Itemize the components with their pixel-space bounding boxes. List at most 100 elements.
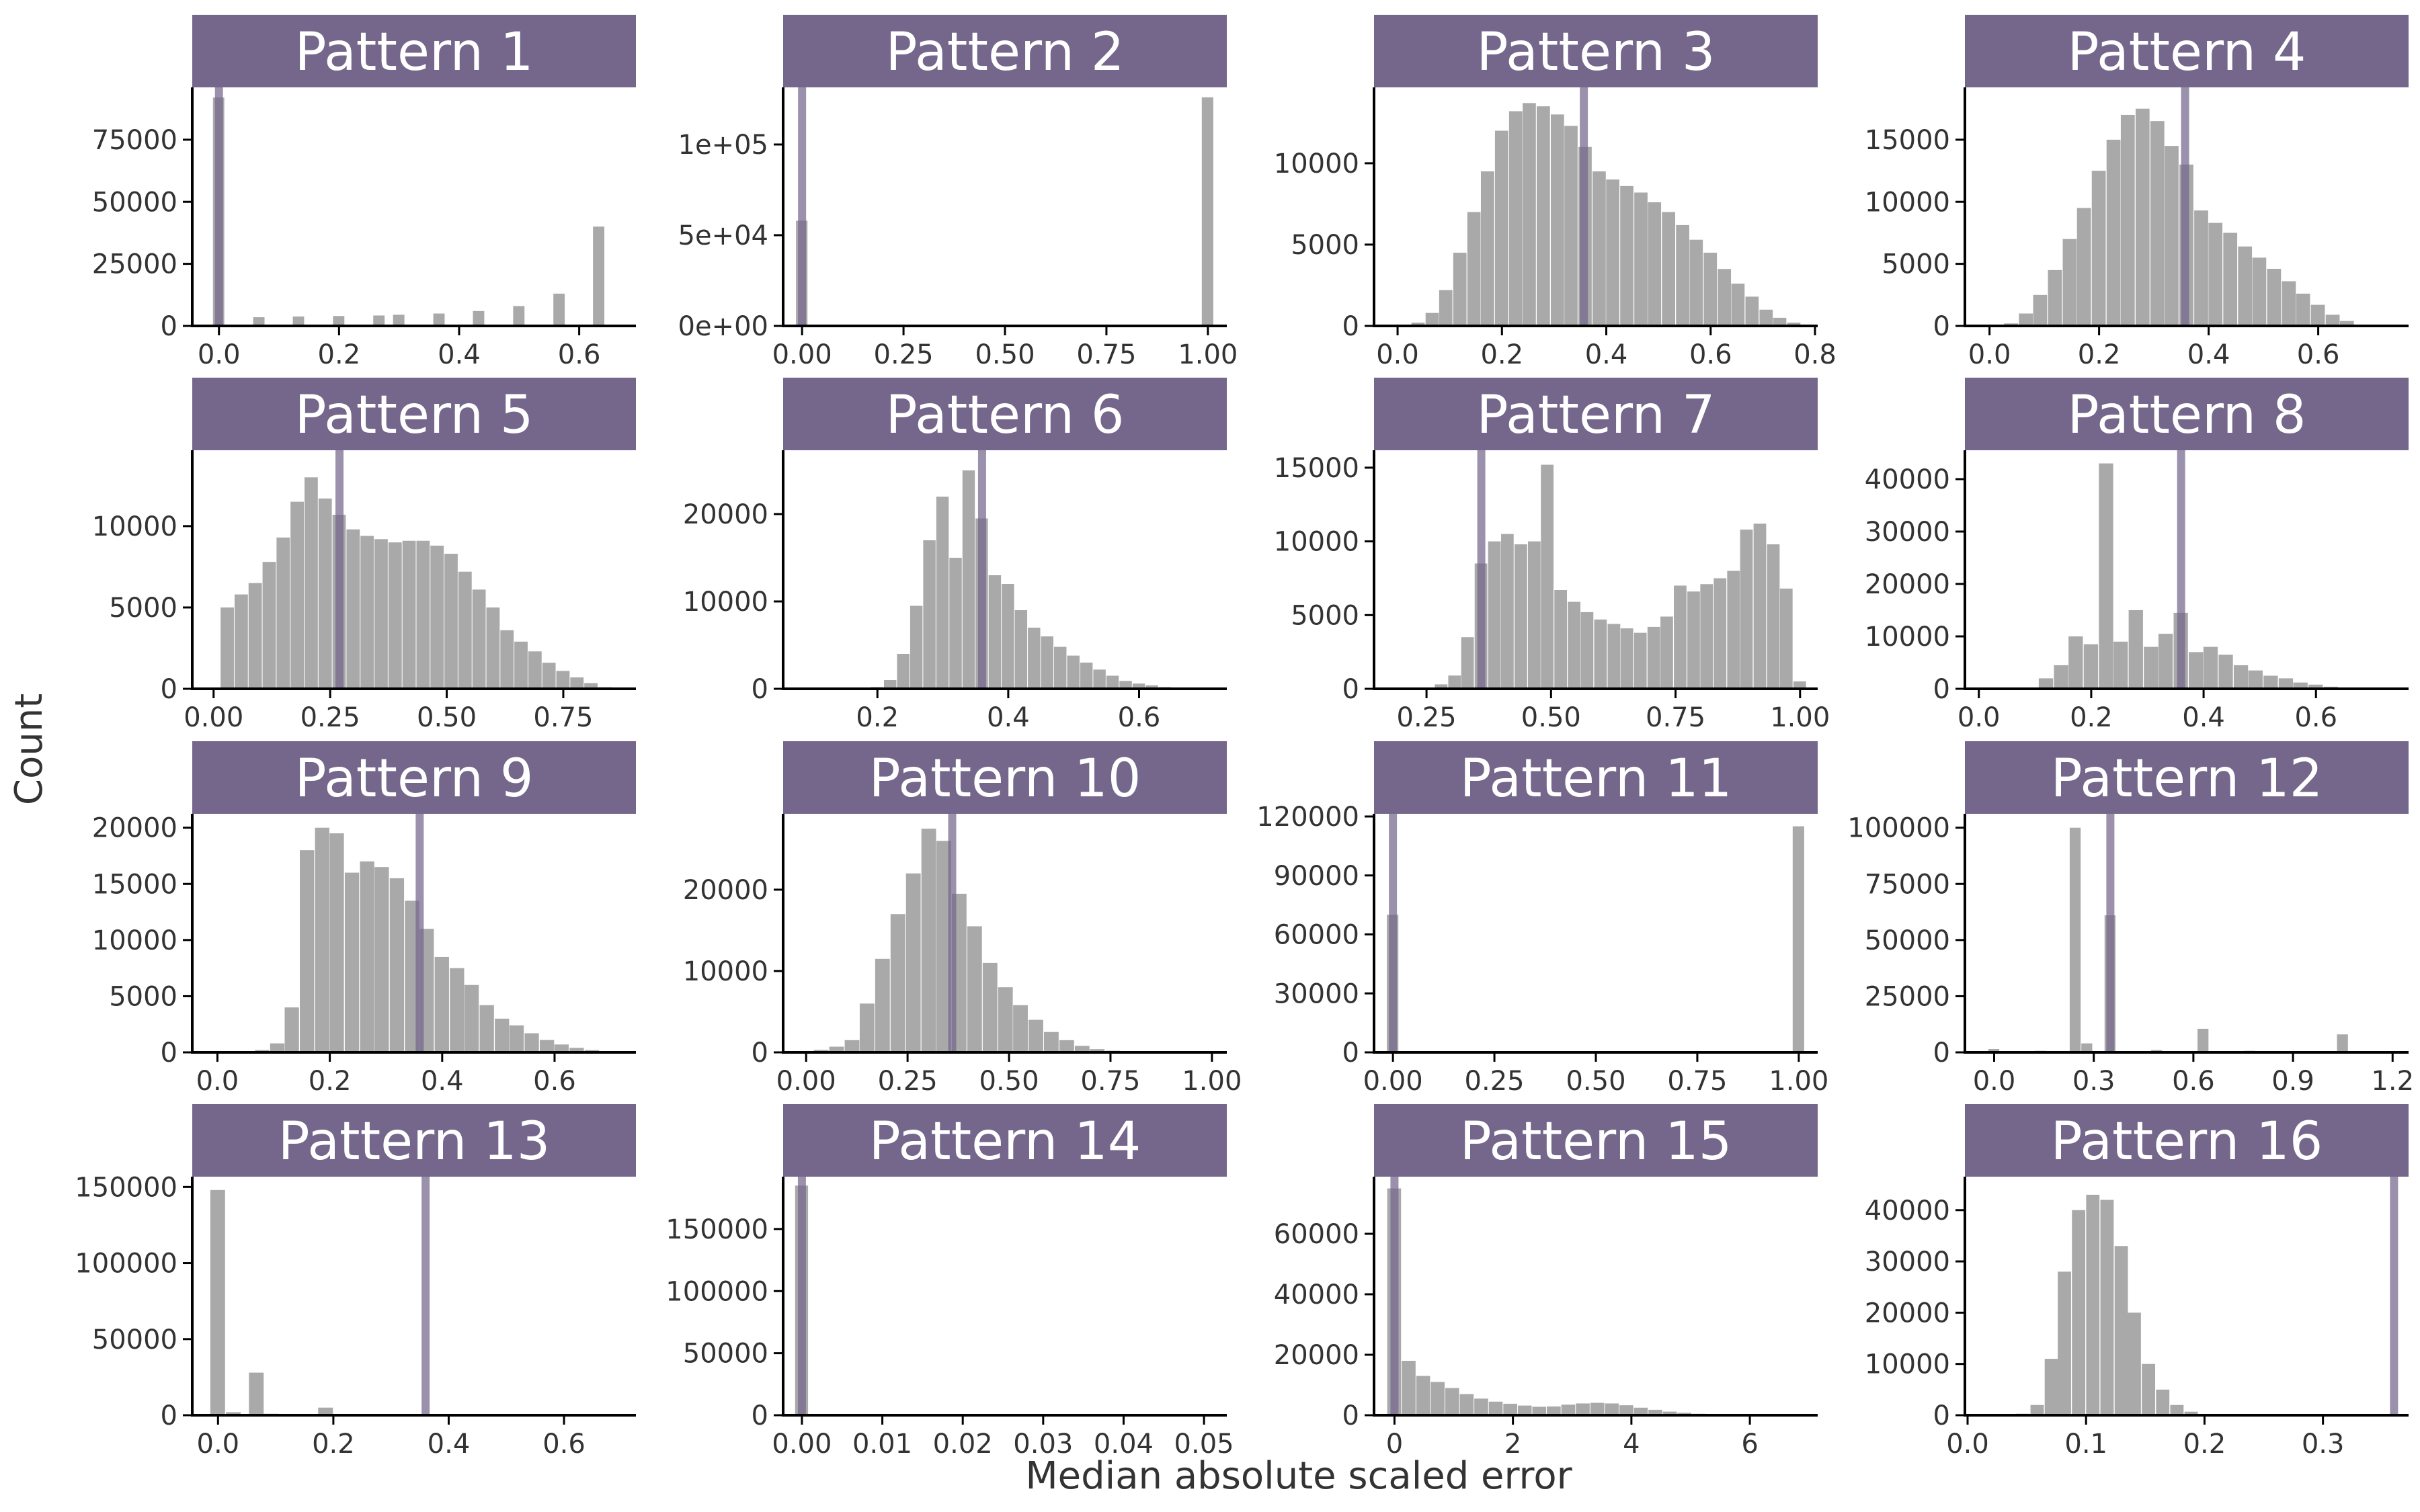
- histogram-bar: [2081, 1043, 2093, 1052]
- y-tick-label: 0: [1342, 674, 1359, 705]
- y-tick-label: 0: [161, 311, 177, 342]
- panel-title: Pattern 6: [885, 385, 1124, 446]
- panel-strip: [1374, 741, 1818, 814]
- y-tick-label: 5000: [1882, 249, 1950, 280]
- histogram-bar: [2296, 293, 2310, 326]
- histogram-bar: [1648, 202, 1662, 326]
- histogram-bar: [2233, 665, 2249, 689]
- histogram-bar: [1634, 192, 1648, 326]
- histogram-bar: [344, 872, 360, 1052]
- histogram-bar: [253, 317, 265, 326]
- histogram-bar: [1576, 1403, 1590, 1415]
- x-tick-label: 0.2: [1480, 339, 1523, 370]
- x-tick-label: 0.0: [1958, 702, 2001, 733]
- histogram-bar: [1745, 296, 1759, 326]
- y-tick-label: 15000: [1274, 453, 1359, 484]
- panel-pattern-7: Pattern 7 0 5000 10000 15000 0.25 0.50 0.75 1.00: [1274, 378, 1830, 733]
- histogram-bar: [910, 605, 923, 689]
- x-tick-label: 0.75: [1080, 1066, 1140, 1097]
- histogram-bar: [556, 671, 570, 689]
- y-tick-label: 5e+04: [678, 220, 768, 251]
- histogram-bar: [1647, 626, 1660, 689]
- histogram-bar: [305, 477, 318, 689]
- histogram-bar: [2135, 108, 2150, 327]
- x-tick-label: 0.05: [1174, 1429, 1234, 1460]
- histogram-bar: [430, 545, 444, 689]
- y-tick-label: 10000: [683, 587, 768, 618]
- y-tick-label: 5000: [109, 981, 177, 1012]
- histogram-bar: [593, 226, 605, 326]
- x-tick-label: 0.4: [987, 702, 1030, 733]
- histogram-bar: [1527, 541, 1541, 689]
- x-tick-label: 0.6: [1689, 339, 1732, 370]
- histogram-bar: [1537, 106, 1550, 326]
- histogram-bar: [416, 540, 430, 689]
- y-tick-label: 20000: [1865, 1298, 1950, 1329]
- histogram-bar: [513, 306, 525, 326]
- histogram-bar: [1459, 1394, 1474, 1415]
- y-tick-label: 50000: [1865, 925, 1950, 956]
- histogram-bar: [373, 315, 385, 326]
- histogram-bar: [500, 630, 514, 689]
- histogram-bar: [1514, 544, 1527, 689]
- x-tick-label: 0.6: [1118, 702, 1161, 733]
- histogram-bar: [829, 1046, 844, 1052]
- x-tick-label: 0.02: [933, 1429, 993, 1460]
- histogram-bar: [2293, 682, 2308, 689]
- histogram-bar: [875, 958, 890, 1052]
- histogram-bar: [2142, 1363, 2156, 1415]
- panel-title: Pattern 9: [294, 749, 533, 809]
- histogram-bar: [1090, 1049, 1105, 1052]
- histogram-bar: [1731, 284, 1745, 326]
- histogram-bar: [1106, 675, 1119, 689]
- x-tick-label: 1.00: [1769, 1066, 1828, 1097]
- histogram-bar: [936, 841, 951, 1052]
- histogram-bar: [2194, 210, 2208, 326]
- histogram-bar: [1620, 628, 1634, 689]
- panel-title: Pattern 16: [2051, 1111, 2323, 1172]
- histogram-bar: [220, 607, 234, 689]
- y-tick-label: 75000: [92, 125, 177, 156]
- histogram-bar: [2325, 314, 2340, 326]
- histogram-bar: [2086, 1194, 2100, 1415]
- histogram-bar: [333, 316, 345, 326]
- x-tick-label: 0.0: [1946, 1429, 1989, 1460]
- histogram-bar: [2069, 827, 2081, 1052]
- histogram-bar: [514, 641, 528, 689]
- y-tick-label: 5000: [1291, 230, 1359, 261]
- histogram-bar: [1480, 171, 1494, 326]
- y-tick-label: 25000: [1865, 981, 1950, 1012]
- histogram-bar: [405, 900, 419, 1052]
- histogram-bar: [1787, 323, 1801, 326]
- histogram-bar: [1620, 185, 1634, 326]
- x-tick-label: 0.75: [1667, 1066, 1727, 1097]
- histogram-bar: [1119, 681, 1132, 689]
- histogram-bar: [1700, 584, 1713, 689]
- histogram-bar: [2120, 114, 2135, 326]
- histogram-bar: [1201, 97, 1213, 327]
- histogram-bar: [1508, 111, 1523, 326]
- x-tick-label: 0.25: [878, 1066, 938, 1097]
- y-tick-label: 0: [1933, 1038, 1950, 1068]
- x-tick-label: 0.25: [300, 702, 360, 733]
- panel-strip: [783, 1104, 1227, 1177]
- histogram-bar: [346, 529, 360, 689]
- panel-title: Pattern 8: [2067, 385, 2306, 446]
- y-tick-label: 0: [161, 674, 177, 705]
- y-axis-title: Count: [7, 694, 51, 805]
- histogram-bar: [1564, 126, 1578, 326]
- x-tick-label: 1.00: [1182, 1066, 1242, 1097]
- panel-pattern-16: Pattern 16 0 10000 20000 30000 40000 0.0 0.1 0.2…: [1865, 1104, 2409, 1460]
- histogram-bar: [539, 1040, 555, 1052]
- panel-strip: [192, 1104, 636, 1177]
- y-tick-label: 90000: [1274, 861, 1359, 892]
- histogram-bar: [1067, 655, 1080, 689]
- histogram-bar: [1687, 591, 1700, 689]
- histogram-bar: [318, 498, 332, 689]
- histogram-bar: [1523, 103, 1536, 326]
- panel-pattern-8: Pattern 8 0 10000 20000 30000 40000 0.0 0.2 0.4 0…: [1865, 378, 2409, 733]
- x-tick-label: 0.25: [1397, 702, 1457, 733]
- x-tick-label: 0.8: [1793, 339, 1837, 370]
- histogram-bar: [1740, 530, 1753, 689]
- y-tick-label: 30000: [1865, 517, 1950, 548]
